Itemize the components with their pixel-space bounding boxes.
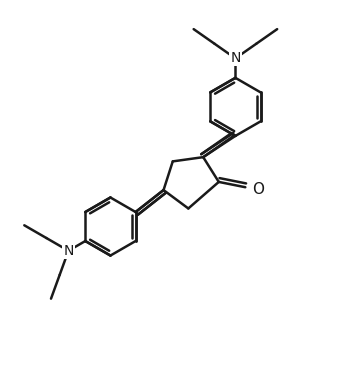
Text: O: O xyxy=(252,181,264,197)
Text: N: N xyxy=(230,51,241,65)
Text: N: N xyxy=(63,244,74,258)
